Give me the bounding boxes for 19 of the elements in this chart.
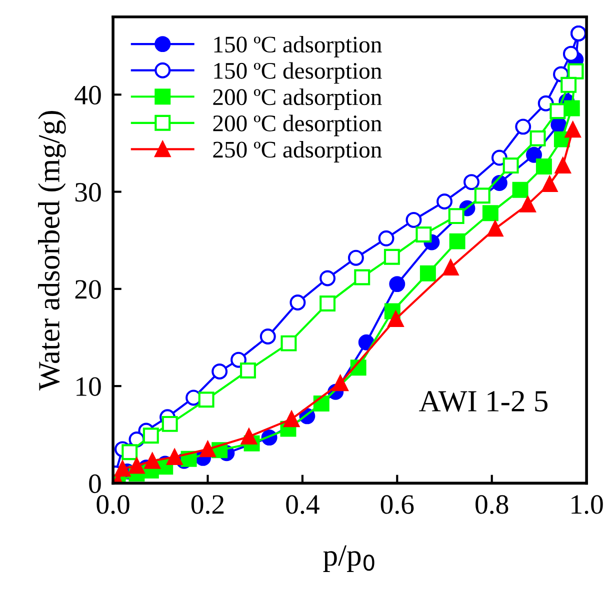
x-tick-label: 0.8 [476, 495, 508, 514]
y-tick-label: 30 [75, 182, 101, 202]
x-tick-label: 0.4 [286, 495, 320, 514]
x-tick-label: 0.6 [380, 495, 414, 514]
y-tick-label: 10 [76, 377, 101, 396]
annotation: AWI 1-2 5 [419, 391, 548, 412]
x-tick-label: 0.2 [191, 495, 224, 514]
x-tick-label: 0.0 [96, 495, 130, 514]
y-tick-label: 40 [74, 86, 101, 105]
y-axis-title: Water adsorbed (mg/g) [38, 110, 66, 390]
legend-label: 200 ºC adsorption [213, 88, 382, 110]
legend-label: 200 ºC desorption [213, 114, 382, 136]
legend-label: 150 ºC adsorption [214, 36, 382, 58]
y-tick-label: 0 [89, 474, 101, 494]
y-tick-label: 20 [75, 280, 101, 299]
x-tick-label: 1.0 [572, 495, 603, 514]
legend-label: 250 ºC adsorption [213, 141, 382, 162]
x-axis-title: p/p$_{0}$ [323, 545, 374, 572]
legend-label: 150 ºC desorption [214, 62, 382, 84]
